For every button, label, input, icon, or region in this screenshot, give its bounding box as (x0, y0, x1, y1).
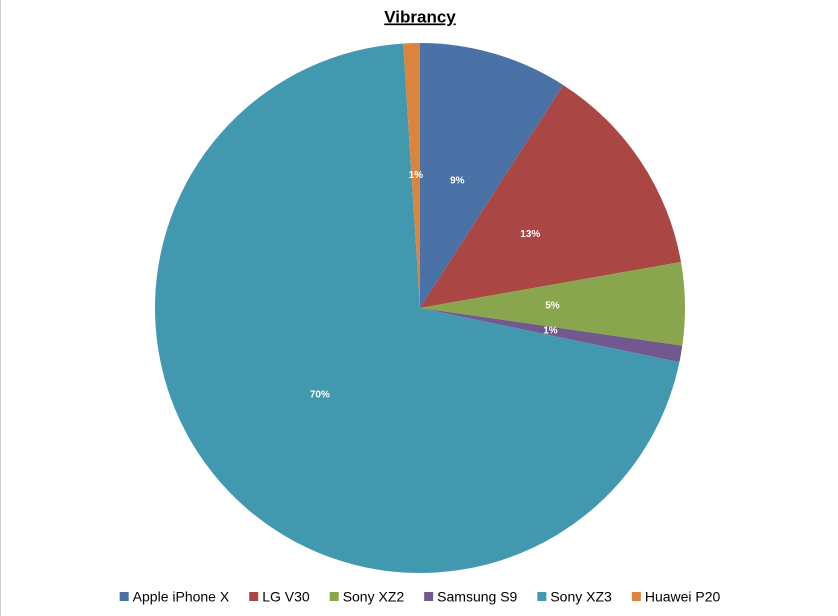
legend-swatch (119, 592, 129, 601)
value-label: 1% (543, 326, 558, 337)
chart-title: Vibrancy (384, 7, 456, 26)
pie-slice (420, 261, 685, 346)
pie-slice (420, 43, 564, 308)
legend-label: Huawei P20 (645, 589, 721, 605)
legend-label: Sony XZ3 (550, 589, 612, 605)
legend-label: Sony XZ2 (343, 589, 405, 605)
pie-slice (154, 43, 680, 574)
legend-label: LG V30 (262, 589, 310, 605)
pie-slice (403, 43, 420, 308)
value-label: 13% (520, 229, 540, 240)
value-label: 1% (409, 170, 424, 181)
value-label: 9% (450, 176, 465, 187)
pie-slice (420, 308, 683, 363)
pie-slice (420, 85, 681, 308)
legend-label: Apple iPhone X (133, 589, 230, 605)
value-label: 5% (545, 301, 560, 312)
legend-swatch (537, 592, 547, 601)
legend-swatch (424, 592, 434, 601)
legend-swatch (329, 592, 339, 601)
value-label: 70% (310, 389, 330, 400)
legend-label: Samsung S9 (437, 589, 517, 605)
legend-swatch (249, 592, 259, 601)
legend-swatch (631, 592, 641, 601)
